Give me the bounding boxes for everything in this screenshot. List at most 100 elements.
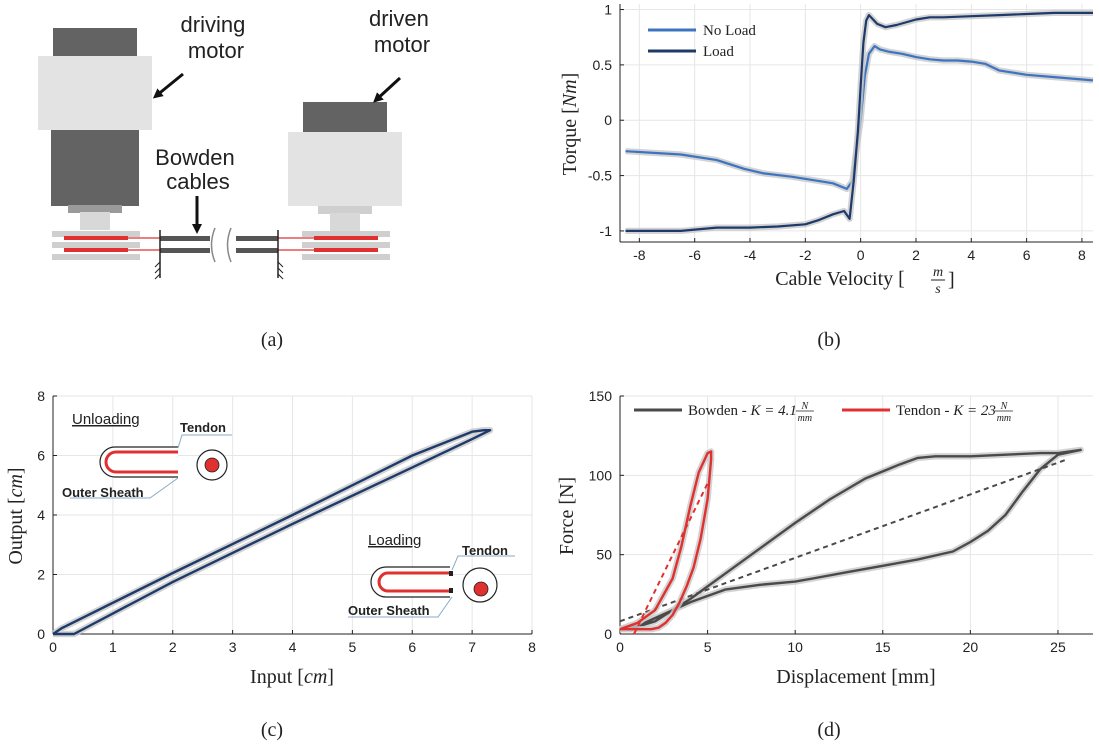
- inset-unloading-title: Unloading: [72, 411, 140, 428]
- caption-a: (a): [261, 329, 283, 351]
- left-tendon-2: [64, 248, 128, 252]
- driving-motor-shaft: [68, 205, 122, 213]
- caption-d: (d): [817, 719, 840, 741]
- cable-break-mark: [210, 227, 232, 263]
- driving-motor-top: [53, 28, 137, 60]
- x-axis-unit-fraction: ms: [931, 265, 945, 297]
- y-tick-label: 6: [37, 448, 45, 464]
- y-tick-label: 4: [37, 507, 45, 523]
- y-tick-label: -0.5: [588, 168, 612, 184]
- label-driving-motor: driving motor: [181, 12, 252, 63]
- x-axis-label: Input [cm]: [250, 666, 334, 688]
- x-tick-label: 5: [704, 639, 712, 655]
- x-tick-label: 1: [109, 639, 117, 655]
- series-line-tendon: [619, 450, 713, 631]
- x-axis-label: Cable Velocity [: [775, 268, 905, 290]
- legend: Bowden - K = 4.1 Nmm Tendon - K = 23 Nmm: [634, 401, 1013, 424]
- left-tendon-1: [64, 236, 128, 240]
- left-rail-2: [52, 242, 140, 248]
- loading-stopper-1: [449, 571, 453, 576]
- x-tick-label: 0: [616, 639, 624, 655]
- driving-motor-coupler: [80, 212, 110, 230]
- unit-numerator: m: [933, 265, 943, 280]
- x-tick-label: 7: [468, 639, 476, 655]
- y-tick-label: 50: [596, 547, 612, 563]
- x-axis-label: Displacement [mm]: [776, 666, 935, 688]
- series-line-bowden: [619, 448, 1082, 631]
- x-tick-label: 10: [787, 639, 803, 655]
- x-tick-label: 4: [967, 247, 975, 263]
- chart-torque-velocity: -8 -6 -4 -2 0 2 4 6 8 -1 -0.5 0 0.5 1 No Load Load Cable…: [559, 2, 1094, 297]
- y-tick-label: 0: [37, 626, 45, 642]
- driving-motor-arrow: [152, 72, 184, 99]
- bowden-cable-1b: [236, 236, 278, 241]
- series-line-no-load: [625, 44, 1094, 190]
- y-axis-label: Force [N]: [556, 477, 578, 555]
- ground-anchor-right: [277, 230, 284, 280]
- loading-section-tendon: [473, 581, 489, 597]
- x-tick-label: -2: [799, 247, 812, 263]
- x-tick-label: 0: [49, 639, 57, 655]
- legend-unit-denominator: mm: [997, 413, 1011, 424]
- y-tick-label: 1: [604, 2, 612, 18]
- x-tick-label: 8: [1078, 247, 1086, 263]
- series-line-bowden-fit: [619, 458, 1068, 623]
- legend-unit-denominator: mm: [798, 413, 812, 424]
- loading-tendon-leader: [451, 555, 515, 571]
- driven-motor-housing: [288, 132, 402, 206]
- x-tick-label: -4: [744, 247, 757, 263]
- bowden-cable-2b: [236, 248, 278, 253]
- bowden-cable-1a: [160, 236, 210, 241]
- y-tick-label: 0.5: [593, 57, 613, 73]
- right-rail-1: [302, 231, 390, 237]
- y-tick-label: -1: [600, 223, 613, 239]
- y-tick-label: 100: [589, 467, 613, 483]
- caption-b: (b): [817, 329, 840, 351]
- driven-motor-coupler: [330, 213, 360, 231]
- unit-denominator: s: [935, 282, 941, 297]
- x-tick-label: 3: [229, 639, 237, 655]
- right-rail-3: [302, 254, 390, 260]
- legend-unit-numerator: N: [801, 401, 810, 412]
- y-tick-label: 0: [604, 626, 612, 642]
- y-tick-label: 150: [589, 388, 613, 404]
- y-tick-label: 2: [37, 567, 45, 583]
- x-tick-label: 0: [857, 247, 865, 263]
- x-tick-label: 2: [912, 247, 920, 263]
- y-tick-label: 8: [37, 388, 45, 404]
- inset-unloading-tendon-label: Tendon: [180, 420, 226, 435]
- x-tick-label: 15: [875, 639, 891, 655]
- y-tick-label: 0: [604, 112, 612, 128]
- series-line-load: [625, 11, 1093, 232]
- loading-stopper-2: [449, 588, 453, 593]
- x-tick-label: 8: [528, 639, 536, 655]
- inset-loading: Loading Tendon Outer Sheath: [348, 532, 515, 618]
- inset-loading-title: Loading: [368, 532, 421, 549]
- driving-motor-housing: [38, 56, 152, 130]
- label-bowden-cables: Bowden cables: [155, 145, 241, 194]
- driven-motor-top: [303, 102, 387, 132]
- driving-motor-body: [51, 130, 139, 206]
- right-rail-2: [302, 242, 390, 248]
- x-axis-label-close: ]: [948, 269, 955, 291]
- x-tick-label: 20: [963, 639, 979, 655]
- x-tick-label: 2: [169, 639, 177, 655]
- panel-a-schematic: driving motor driven motor Bowden cables: [38, 6, 430, 280]
- series-line-data: [52, 429, 492, 636]
- unloading-sheath: [99, 446, 178, 478]
- x-tick-label: 6: [408, 639, 416, 655]
- loading-tendon: [377, 571, 450, 593]
- inset-loading-tendon-label: Tendon: [462, 543, 508, 558]
- legend-label: Tendon - K = 23: [896, 403, 996, 419]
- inset-unloading: Unloading Tendon Outer Sheath: [62, 411, 232, 500]
- x-tick-label: 4: [289, 639, 297, 655]
- series-line-tendon-fit: [633, 482, 709, 635]
- y-axis-label: Output [cm]: [5, 467, 27, 564]
- caption-c: (c): [261, 719, 283, 741]
- x-tick-label: -8: [633, 247, 646, 263]
- left-rail-3: [52, 254, 140, 260]
- inset-loading-sheath-label: Outer Sheath: [348, 603, 430, 618]
- legend-label: Load: [703, 44, 734, 60]
